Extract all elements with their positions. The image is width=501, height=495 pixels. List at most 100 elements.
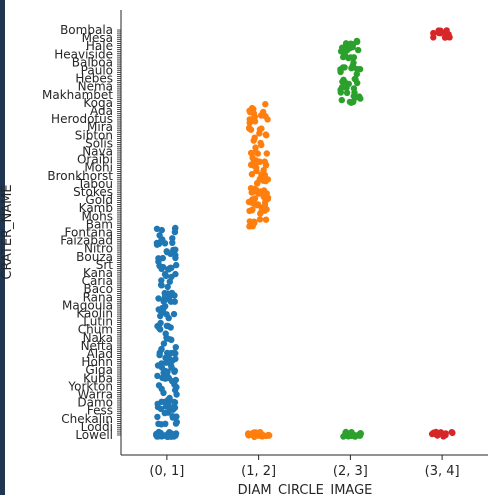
data-point	[172, 344, 179, 351]
y-tick-label: Magoula	[62, 298, 113, 312]
y-tick-label: Mesa	[82, 31, 113, 45]
data-point	[262, 198, 269, 206]
data-point	[171, 298, 178, 305]
data-point	[157, 312, 164, 320]
data-point	[155, 432, 162, 440]
data-point	[338, 84, 346, 91]
data-point	[158, 236, 165, 244]
data-point	[158, 346, 165, 353]
data-point	[158, 282, 165, 289]
data-point	[161, 409, 168, 417]
data-point	[254, 201, 262, 208]
data-point	[156, 325, 163, 332]
y-tick-label: Bam	[86, 217, 113, 231]
y-tick-label: Caria	[82, 274, 113, 288]
y-tick-label: Damo	[77, 396, 113, 410]
data-point	[338, 96, 345, 104]
data-point	[262, 216, 270, 223]
data-points	[153, 27, 456, 441]
data-point	[262, 101, 269, 108]
data-point	[249, 196, 256, 203]
y-tick-label: Chum	[78, 323, 113, 337]
data-point	[163, 311, 170, 318]
y-tick-label: Rana	[83, 290, 113, 304]
y-tick-label: Warra	[78, 388, 113, 402]
data-point	[262, 161, 270, 168]
y-tick-label: Hohn	[81, 355, 113, 369]
data-point	[251, 134, 258, 141]
data-point	[165, 266, 173, 273]
data-point	[339, 78, 346, 85]
y-tick-label: Oraibi	[77, 153, 113, 167]
data-point	[337, 66, 344, 73]
y-tick-label: Bronkhorst	[47, 169, 113, 183]
data-point	[173, 261, 180, 269]
data-point	[172, 254, 179, 262]
data-point	[157, 405, 165, 413]
x-tick-label: (3, 4]	[425, 464, 460, 479]
y-tick-label: Hebes	[75, 72, 113, 86]
y-tick-label: Yorkton	[67, 379, 113, 393]
data-point	[163, 433, 171, 440]
y-tick-label: Solis	[85, 136, 113, 150]
y-tick-label: Fontana	[65, 226, 113, 240]
y-axis-tick-labels: BombalaMesaHaleHeavisideBalboaPauloHebes…	[42, 23, 113, 442]
y-axis-label: CRATER_NAME	[0, 184, 15, 279]
data-point	[155, 258, 162, 265]
y-tick-label: Nitro	[84, 242, 113, 256]
data-point	[171, 292, 178, 299]
data-point	[430, 29, 437, 37]
data-point	[155, 382, 163, 389]
y-tick-label: Mohi	[84, 161, 113, 175]
data-point	[348, 65, 355, 72]
y-tick-label: Srt	[96, 258, 114, 272]
x-axis-ticks: (0, 1] (1, 2] (2, 3] (3, 4]	[149, 455, 460, 479]
data-point	[250, 106, 257, 113]
data-point	[168, 364, 175, 371]
y-tick-label: Hale	[86, 39, 113, 53]
data-point	[163, 322, 170, 330]
data-point	[154, 400, 161, 408]
data-point	[437, 30, 444, 37]
data-point	[167, 349, 175, 357]
data-point	[342, 428, 350, 436]
data-point	[158, 360, 165, 367]
data-point	[162, 420, 169, 427]
data-point	[162, 272, 170, 280]
data-point	[432, 428, 440, 436]
data-point	[444, 33, 452, 40]
y-tick-label: Herodotus	[51, 112, 113, 126]
data-point	[169, 405, 177, 412]
data-point	[248, 171, 256, 178]
data-point	[170, 398, 178, 406]
data-point	[153, 241, 161, 248]
data-point	[166, 355, 173, 363]
y-tick-label: Lutin	[83, 315, 113, 329]
y-tick-label: Loddi	[81, 420, 113, 434]
data-point	[350, 59, 357, 66]
y-tick-label: Kaolin	[76, 307, 113, 321]
data-point	[172, 246, 179, 253]
data-point	[244, 431, 252, 438]
data-point	[153, 225, 161, 232]
y-tick-label: Naka	[83, 331, 113, 345]
data-point	[261, 193, 268, 200]
data-point	[251, 113, 258, 120]
y-tick-label: Balboa	[72, 55, 113, 69]
data-point	[350, 92, 357, 100]
window-edge-strip	[0, 0, 5, 495]
data-point	[162, 330, 169, 337]
data-point	[166, 278, 173, 285]
data-point	[169, 239, 176, 246]
data-point	[448, 429, 455, 436]
y-tick-label: Koga	[83, 96, 113, 110]
data-point	[164, 283, 171, 291]
data-point	[348, 429, 355, 436]
data-point	[154, 413, 161, 421]
y-axis-ticks	[117, 29, 121, 436]
y-tick-label: Kuba	[83, 371, 113, 385]
data-point	[442, 431, 449, 439]
data-point	[169, 235, 176, 242]
y-tick-label: Chekalin	[61, 412, 113, 426]
